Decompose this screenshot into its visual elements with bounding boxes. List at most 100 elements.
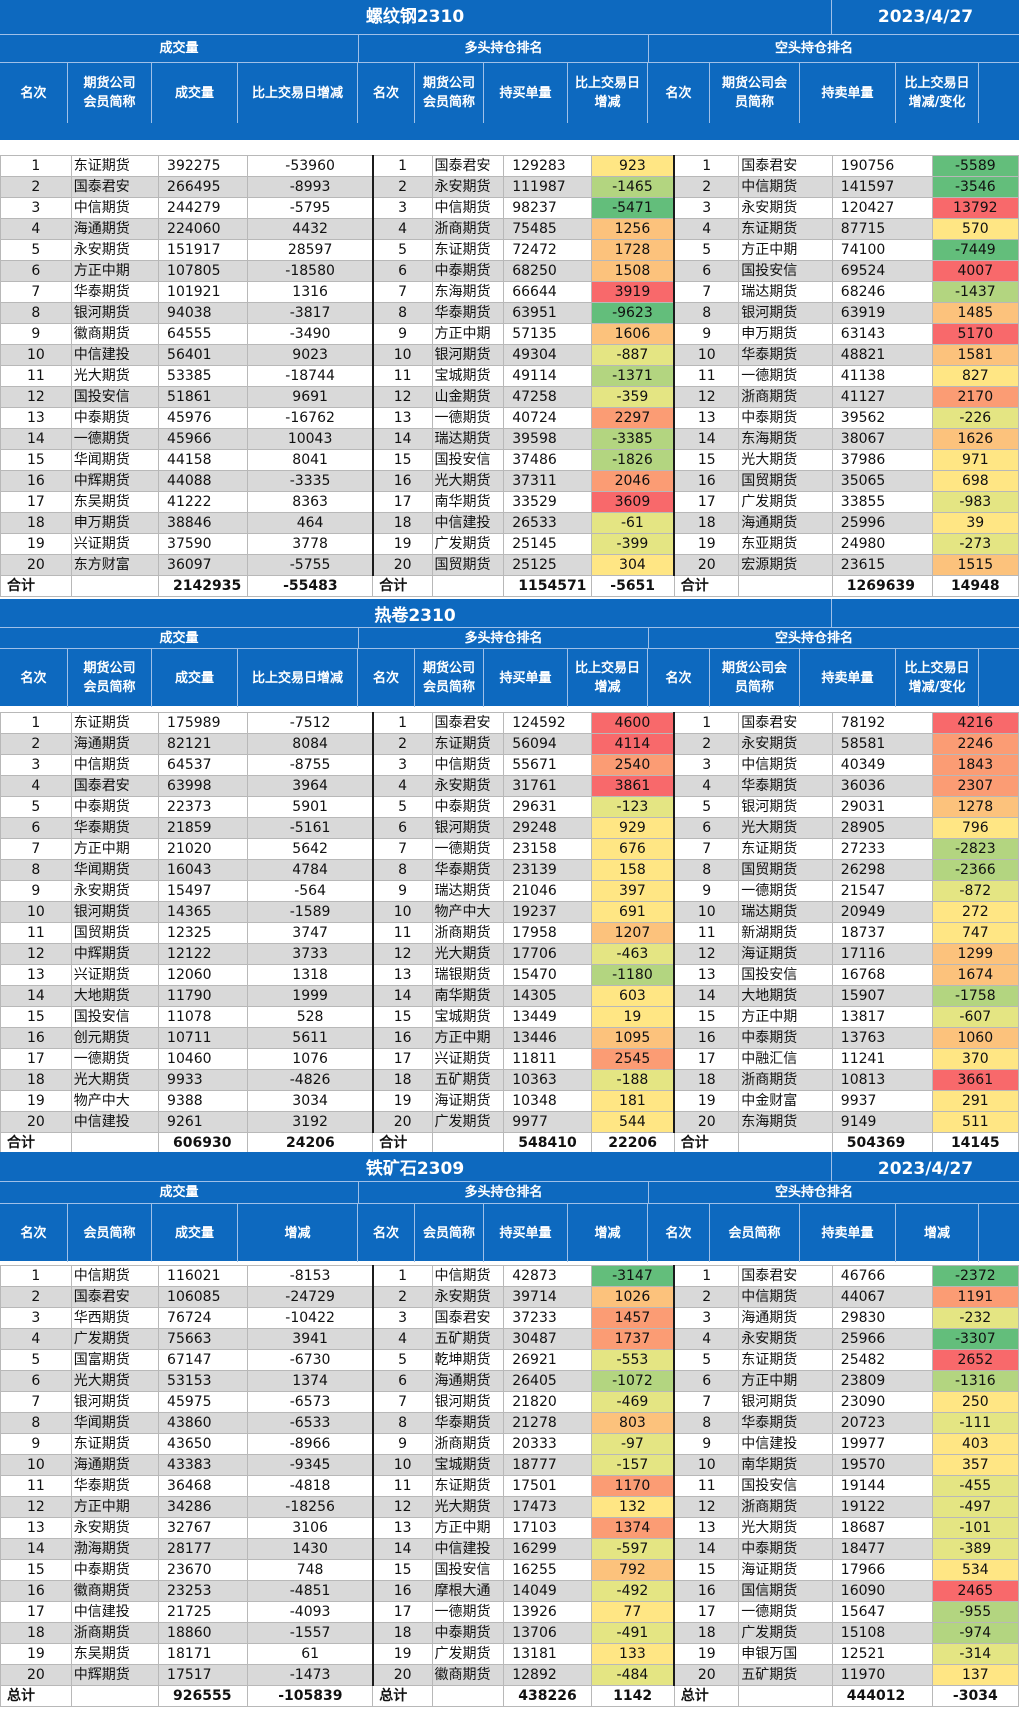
rank-cell: 16	[0, 1027, 72, 1049]
short-volume-cell: 120427	[831, 197, 933, 219]
column-header: 比上交易日增减	[238, 649, 358, 707]
long-change-cell: -5471	[590, 197, 675, 219]
column-header: 持买单量	[484, 649, 568, 707]
long-volume-cell: 72472	[503, 239, 592, 261]
long-volume-cell: 42873	[503, 1265, 592, 1287]
rank-cell: 6	[371, 1370, 433, 1392]
member-cell: 摩根大通	[431, 1580, 505, 1602]
empty-cell	[70, 1685, 160, 1707]
rank-cell: 8	[673, 302, 740, 324]
rank-cell: 15	[0, 1006, 72, 1028]
rank-cell: 2	[371, 1286, 433, 1308]
change-cell: -1557	[247, 1622, 374, 1644]
table-row: 2 海通期货 82121 8084 2 东证期货 56094 4114 2 永安期货 58581 22…	[0, 733, 1019, 755]
short-volume-cell: 36036	[831, 775, 933, 797]
member-cell: 广发期货	[431, 1111, 505, 1133]
long-change-cell: 1095	[590, 1027, 675, 1049]
volume-cell: 15497	[158, 880, 249, 902]
short-change-cell: -1316	[931, 1370, 1019, 1392]
change-cell: -16762	[247, 407, 374, 429]
member-cell: 华泰期货	[70, 281, 160, 303]
long-change-cell: 1026	[590, 1286, 675, 1308]
short-change-cell: -3307	[931, 1328, 1019, 1350]
volume-cell: 12060	[158, 964, 249, 986]
rank-cell: 10	[0, 344, 72, 366]
rank-cell: 7	[673, 281, 740, 303]
volume-cell: 21725	[158, 1601, 249, 1623]
empty-cell	[738, 1132, 833, 1154]
table-row: 14 一德期货 45966 10043 14 瑞达期货 39598 -3385 14 东海期货 38…	[0, 428, 1019, 450]
short-change-cell: -974	[931, 1622, 1019, 1644]
long-volume-cell: 17958	[503, 922, 592, 944]
member-cell: 大地期货	[70, 985, 160, 1007]
long-volume-cell: 23158	[503, 838, 592, 860]
long-volume-cell: 55671	[503, 754, 592, 776]
total-cell: 1142	[590, 1685, 675, 1707]
long-change-cell: -123	[590, 796, 675, 818]
long-volume-cell: 16255	[503, 1559, 592, 1581]
short-change-cell: -273	[931, 533, 1019, 555]
member-cell: 东吴期货	[70, 491, 160, 513]
rank-cell: 14	[371, 985, 433, 1007]
rank-cell: 7	[371, 1391, 433, 1413]
short-change-cell: -455	[931, 1475, 1019, 1497]
member-cell: 银河期货	[70, 901, 160, 923]
long-change-cell: 929	[590, 817, 675, 839]
short-volume-cell: 63919	[831, 302, 933, 324]
member-cell: 东证期货	[431, 733, 505, 755]
short-volume-cell: 87715	[831, 218, 933, 240]
column-header: 期货公司 会员简称	[68, 649, 152, 707]
rank-cell: 2	[371, 733, 433, 755]
table-row: 14 渤海期货 28177 1430 14 中信建投 16299 -597 14 中泰期货 1847…	[0, 1538, 1019, 1560]
short-volume-cell: 16090	[831, 1580, 933, 1602]
rank-cell: 4	[371, 775, 433, 797]
member-cell: 东证期货	[70, 155, 160, 177]
rank-cell: 17	[371, 491, 433, 513]
change-cell: 1318	[247, 964, 374, 986]
long-change-cell: -188	[590, 1069, 675, 1091]
long-volume-cell: 25125	[503, 554, 592, 576]
long-change-cell: 158	[590, 859, 675, 881]
volume-cell: 75663	[158, 1328, 249, 1350]
change-cell: -7512	[247, 712, 374, 734]
table-row: 16 中辉期货 44088 -3335 16 光大期货 37311 2046 16 国贸期货 350…	[0, 470, 1019, 492]
rank-cell: 20	[0, 1664, 72, 1686]
column-header: 会员简称	[415, 1204, 484, 1262]
volume-cell: 45976	[158, 407, 249, 429]
short-volume-cell: 27233	[831, 838, 933, 860]
table-row: 3 中信期货 244279 -5795 3 中信期货 98237 -5471 3 永安期货 1204…	[0, 197, 1019, 219]
member-cell: 国泰君安	[70, 176, 160, 198]
long-change-cell: 803	[590, 1412, 675, 1434]
member-cell: 华闻期货	[70, 859, 160, 881]
short-change-cell: -389	[931, 1538, 1019, 1560]
long-volume-cell: 68250	[503, 260, 592, 282]
rank-cell: 9	[371, 323, 433, 345]
member-cell: 一德期货	[738, 1601, 833, 1623]
short-change-cell: -3546	[931, 176, 1019, 198]
rank-cell: 12	[0, 386, 72, 408]
short-volume-cell: 9937	[831, 1090, 933, 1112]
short-change-cell: 1060	[931, 1027, 1019, 1049]
short-volume-cell: 19122	[831, 1496, 933, 1518]
volume-cell: 43383	[158, 1454, 249, 1476]
ranking-table: 1 中信期货 116021 -8153 1 中信期货 42873 -3147 1 国泰君安 4676…	[0, 1265, 1019, 1707]
rank-cell: 19	[673, 1643, 740, 1665]
change-cell: 8363	[247, 491, 374, 513]
member-cell: 物产中大	[431, 901, 505, 923]
long-volume-cell: 31761	[503, 775, 592, 797]
long-change-cell: 544	[590, 1111, 675, 1133]
table-row: 13 兴证期货 12060 1318 13 瑞银期货 15470 -1180 13 国投安信 167…	[0, 964, 1019, 986]
change-cell: 528	[247, 1006, 374, 1028]
column-header: 期货公司 会员简称	[415, 649, 484, 707]
volume-cell: 94038	[158, 302, 249, 324]
rank-cell: 7	[371, 838, 433, 860]
rank-cell: 5	[673, 1349, 740, 1371]
rank-cell: 4	[0, 1328, 72, 1350]
member-cell: 海通期货	[431, 1370, 505, 1392]
column-header: 比上交易日 增减/变化	[896, 63, 979, 123]
long-change-cell: 4600	[590, 712, 675, 734]
member-cell: 南华期货	[431, 985, 505, 1007]
total-cell: 合计	[372, 575, 433, 597]
volume-cell: 67147	[158, 1349, 249, 1371]
table-row: 17 一德期货 10460 1076 17 兴证期货 11811 2545 17 中融汇信 1124…	[0, 1048, 1019, 1070]
